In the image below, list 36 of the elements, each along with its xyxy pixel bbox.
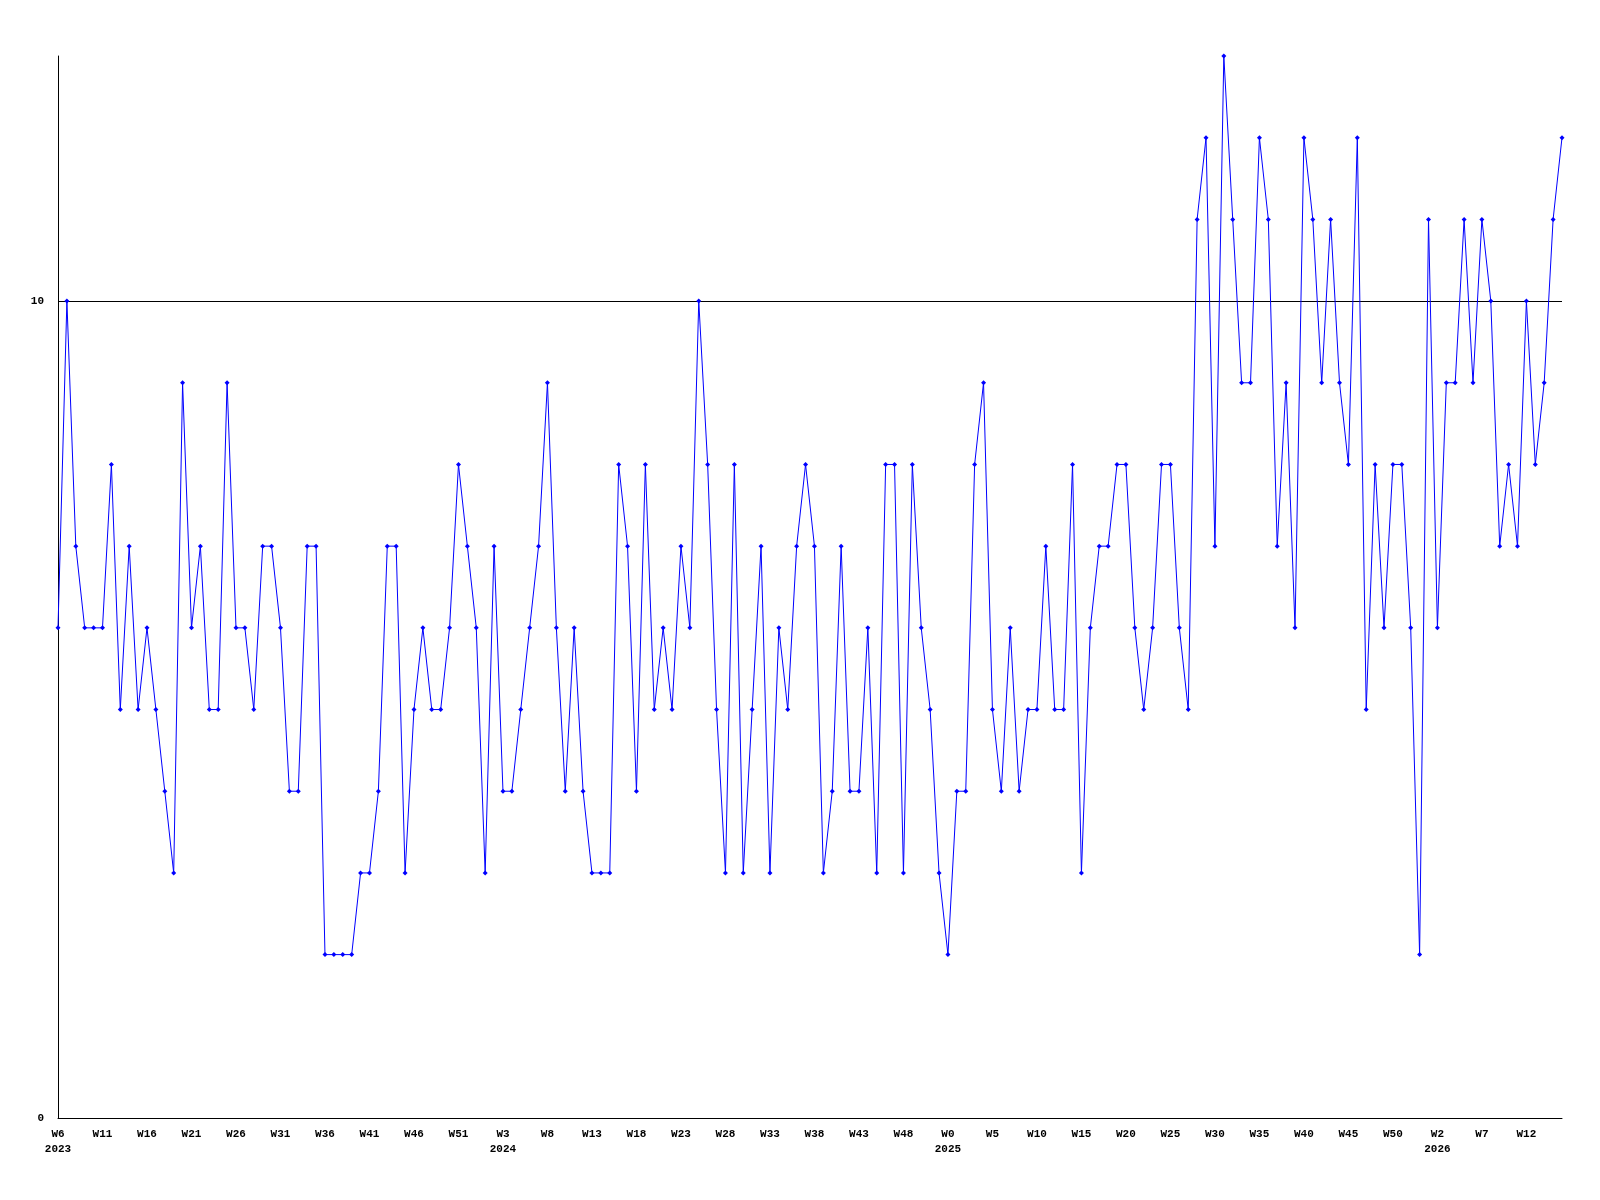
x-tick-label: W18 [626,1127,647,1140]
x-tick-label: W48 [893,1127,914,1140]
x-tick-label: W13 [582,1127,603,1140]
x-tick-label: W40 [1294,1127,1314,1140]
x-tick-label: W25 [1160,1127,1181,1140]
x-tick-label: W51 [448,1127,469,1140]
x-tick-label: W38 [804,1127,825,1140]
x-tick-label: W43 [849,1127,870,1140]
x-tick-label: W3 2024 [489,1127,517,1155]
x-tick-label: W7 [1475,1127,1489,1140]
x-tick-label: W45 [1338,1127,1359,1140]
y-tick-label: 10 [30,295,44,308]
x-tick-label: W23 [671,1127,692,1140]
x-tick-label: W31 [270,1127,291,1140]
x-tick-label: W20 [1116,1127,1136,1140]
x-tick-label: W0 2025 [934,1127,962,1155]
x-tick-label: W33 [760,1127,781,1140]
x-tick-label: W2 2026 [1424,1127,1451,1155]
y-tick-label: 0 [37,1112,44,1124]
x-tick-label: W28 [715,1127,736,1140]
x-tick-label: W10 [1027,1127,1047,1140]
x-tick-label: W11 [92,1127,113,1140]
x-tick-label: W16 [137,1127,157,1140]
x-tick-label: W15 [1071,1127,1092,1140]
x-tick-label: W5 [985,1127,1000,1140]
x-tick-label: W12 [1516,1127,1537,1140]
x-tick-label: W46 [404,1127,424,1140]
x-tick-label: W50 [1383,1127,1403,1140]
x-tick-label: W26 [226,1127,246,1140]
x-tick-label: W30 [1205,1127,1225,1140]
x-tick-label: W36 [315,1127,335,1140]
x-tick-label: W8 [540,1127,555,1140]
x-tick-label: W6 2023 [44,1127,72,1155]
x-tick-label: W21 [181,1127,202,1140]
x-tick-label: W35 [1249,1127,1270,1140]
x-tick-label: W41 [359,1127,380,1140]
